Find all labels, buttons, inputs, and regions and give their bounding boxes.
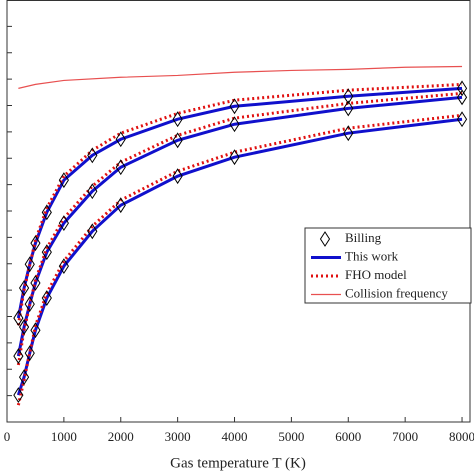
x-tick-label: 7000 <box>392 429 418 444</box>
marker <box>13 348 24 364</box>
marker <box>58 258 69 275</box>
marker <box>115 197 126 214</box>
x-tick-label: 4000 <box>222 429 248 444</box>
marker <box>343 100 354 117</box>
x-tick-label: 3000 <box>165 429 191 444</box>
x-tick-label: 1000 <box>51 429 77 444</box>
marker <box>343 88 354 105</box>
marker <box>58 172 69 189</box>
line <box>16 117 463 396</box>
marker <box>24 296 35 313</box>
marker <box>229 149 240 166</box>
line <box>16 113 463 406</box>
marker <box>115 131 126 148</box>
marker <box>18 280 30 296</box>
x-tick-label: 8000 <box>449 429 474 444</box>
marker <box>456 80 468 97</box>
marker <box>41 244 52 261</box>
legend-label: Billing <box>345 230 382 245</box>
marker <box>41 204 52 221</box>
marker <box>87 223 98 240</box>
legend-label: Collision frequency <box>345 285 448 300</box>
marker <box>24 345 35 362</box>
legend-marker <box>319 231 331 247</box>
legend-label: This work <box>345 248 399 263</box>
marker <box>343 125 354 142</box>
legend-label: FHO model <box>345 267 407 282</box>
x-tick-label: 0 <box>4 429 11 444</box>
marker <box>30 322 41 339</box>
marker <box>87 183 98 200</box>
line <box>16 91 463 366</box>
marker <box>18 369 30 386</box>
line <box>16 82 463 326</box>
line <box>16 95 463 357</box>
marker <box>24 256 35 273</box>
marker <box>172 168 183 185</box>
marker <box>229 98 240 115</box>
marker <box>58 215 69 232</box>
marker <box>229 116 240 133</box>
marker <box>456 111 468 128</box>
marker <box>115 159 126 176</box>
legend-box <box>304 227 472 304</box>
line <box>16 86 463 319</box>
marker <box>456 89 468 106</box>
x-tick-label: 2000 <box>108 429 134 444</box>
marker <box>41 290 52 306</box>
marker <box>87 147 98 164</box>
x-tick-label: 5000 <box>278 429 304 444</box>
marker <box>13 387 24 404</box>
marker <box>30 235 41 252</box>
line <box>18 65 463 89</box>
marker <box>13 310 24 327</box>
marker <box>172 132 183 149</box>
marker <box>172 111 183 128</box>
x-axis-label: Gas temperature T (K) <box>170 455 306 471</box>
marker <box>30 275 41 291</box>
x-tick-label: 6000 <box>335 429 361 444</box>
marker <box>18 319 30 335</box>
